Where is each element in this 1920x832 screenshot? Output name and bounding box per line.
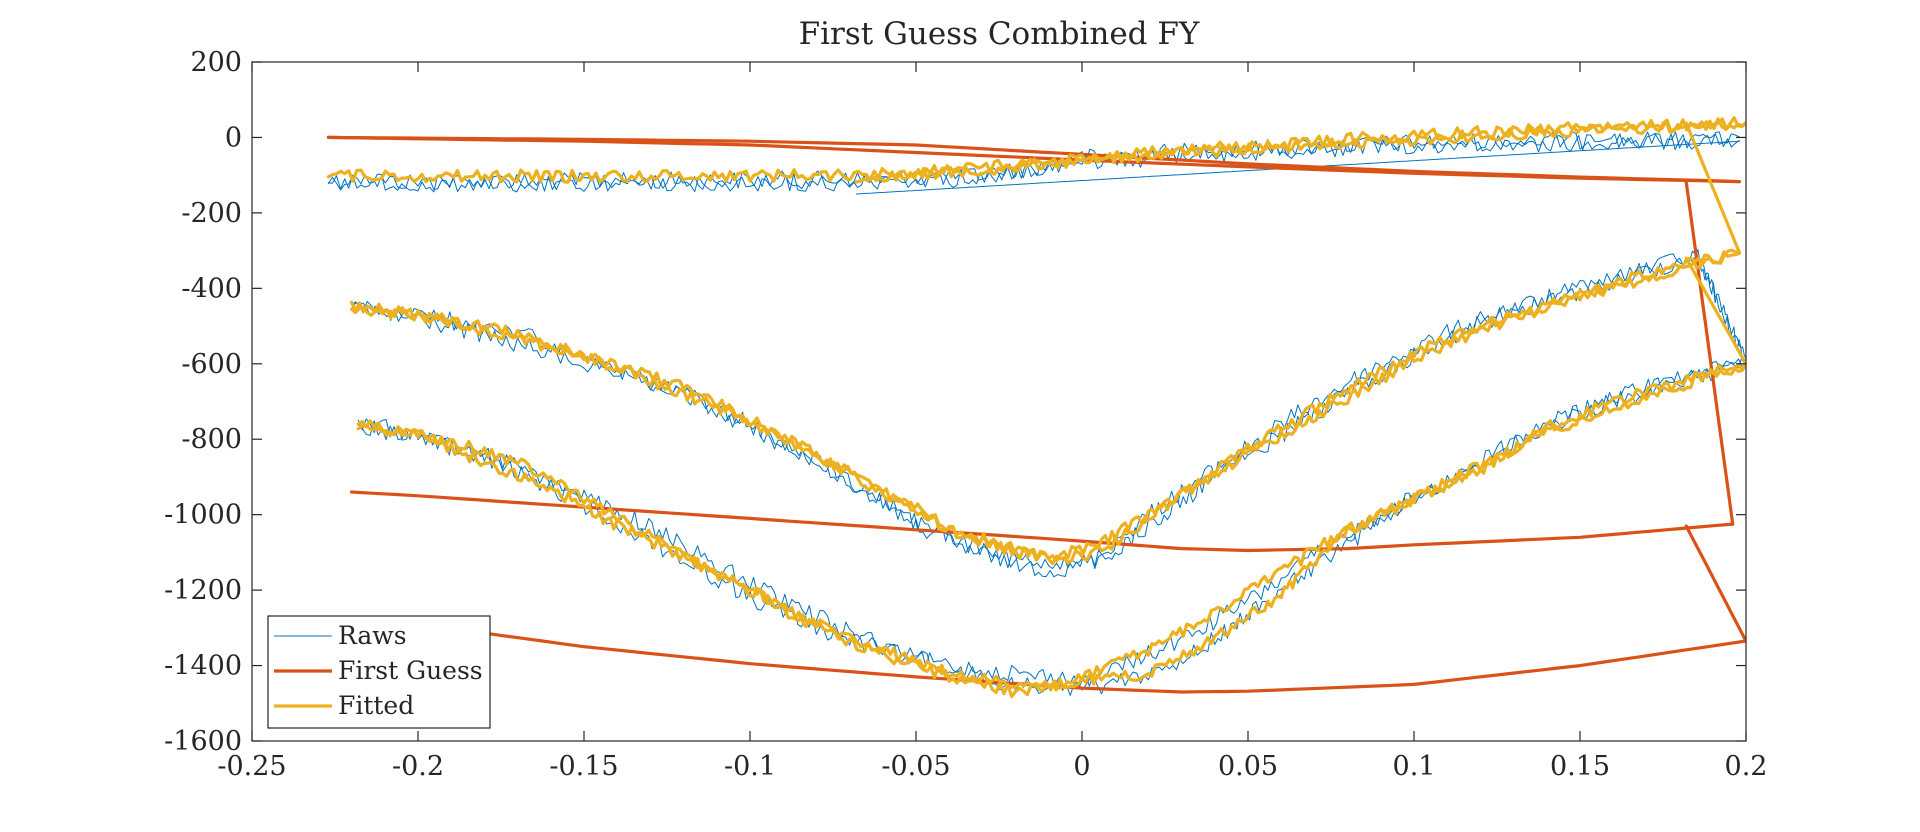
x-tick-label: -0.1 <box>724 751 776 782</box>
series-line <box>1684 256 1746 366</box>
legend-label: First Guess <box>338 656 483 685</box>
axis-ticks: -0.25 -0.2 -0.15 -0.1 -0.05 0 0.05 0.1 0.15 0.2 20… <box>164 47 1767 782</box>
y-tick-label: 0 <box>225 122 242 153</box>
y-tick-label: -1400 <box>164 651 242 682</box>
series-line <box>351 249 1746 570</box>
y-tick-label: -800 <box>181 424 242 455</box>
y-tick-label: -1000 <box>164 500 242 531</box>
series-line <box>416 622 1746 694</box>
legend-box <box>267 615 491 729</box>
series-line <box>854 116 1746 184</box>
y-tick-label: -1600 <box>164 726 242 757</box>
series-fitted <box>326 116 1746 699</box>
series-line <box>326 117 1746 184</box>
x-tick-label: -0.05 <box>881 751 950 782</box>
x-tick-label: 0 <box>1073 751 1090 782</box>
x-tick-label: -0.15 <box>549 751 618 782</box>
x-tick-label: 0.1 <box>1393 751 1436 782</box>
legend-label: Raws <box>338 621 407 650</box>
chart-title: First Guess Combined FY <box>799 16 1200 52</box>
series-line <box>356 362 1746 699</box>
axes-box <box>251 61 1747 742</box>
series-line <box>326 135 1742 184</box>
y-tick-label: -400 <box>181 273 242 304</box>
y-tick-label: 200 <box>190 47 242 78</box>
x-tick-label: -0.2 <box>392 751 444 782</box>
series-line <box>350 250 1742 566</box>
x-tick-label: -0.25 <box>217 751 286 782</box>
y-tick-label: -200 <box>181 198 242 229</box>
series-layer <box>326 116 1746 699</box>
legend: Raws First Guess Fitted <box>267 615 491 729</box>
y-tick-label: -600 <box>181 349 242 380</box>
legend-label: Fitted <box>338 691 414 720</box>
x-tick-label: 0.2 <box>1725 751 1768 782</box>
x-tick-label: 0.15 <box>1550 751 1610 782</box>
series-line <box>1684 121 1742 255</box>
series-line <box>1684 524 1746 643</box>
x-tick-label: 0.05 <box>1218 751 1278 782</box>
y-tick-label: -1200 <box>164 575 242 606</box>
series-line <box>1684 180 1735 526</box>
